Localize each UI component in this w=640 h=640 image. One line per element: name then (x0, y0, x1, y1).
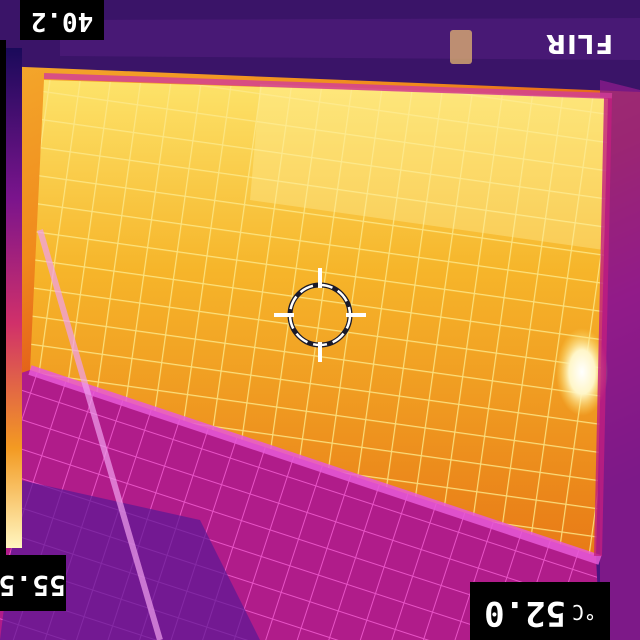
spot-temperature: 52.0 °C (470, 582, 610, 640)
spot-temperature-unit: °C (571, 600, 596, 624)
brand-logo: FLIR (545, 28, 614, 58)
scale-min-label: 55.5 (0, 555, 66, 611)
hotspot (556, 328, 608, 416)
scale-max-label: 40.2 (20, 0, 104, 40)
spot-temperature-value: 52.0 (484, 593, 566, 633)
crosshair-icon (274, 268, 366, 362)
temperature-scale-bar (4, 48, 22, 548)
